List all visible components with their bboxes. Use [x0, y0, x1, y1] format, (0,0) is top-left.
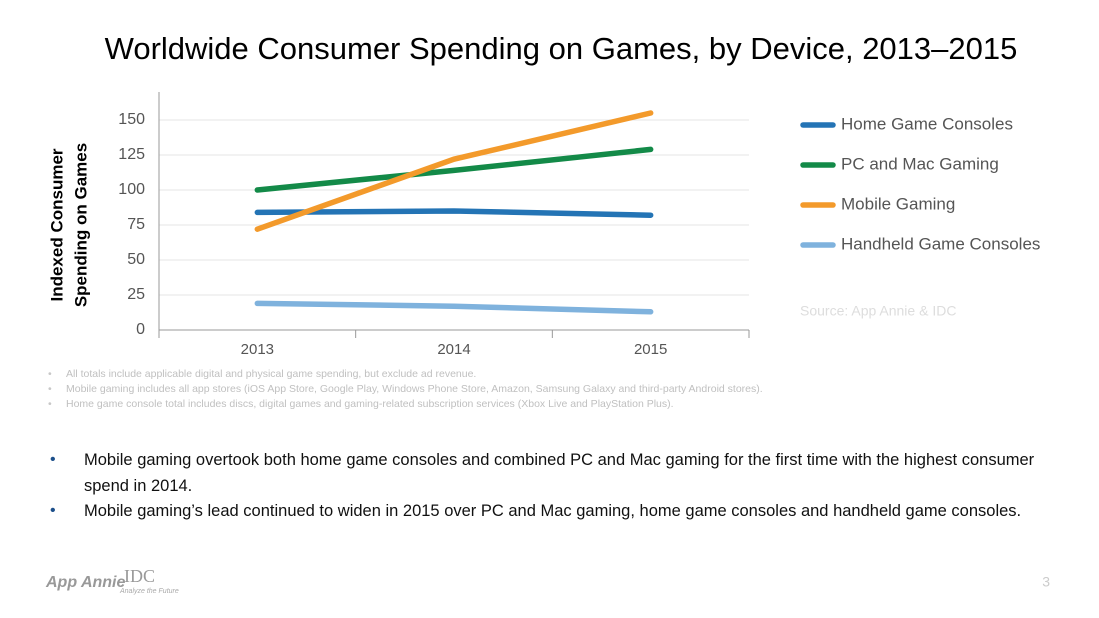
chart-title: Worldwide Consumer Spending on Games, by…: [105, 31, 1018, 66]
bullet: Mobile gaming overtook both home game co…: [84, 451, 1035, 495]
footnote-bullet: •: [48, 368, 52, 380]
footnote-bullet: •: [48, 383, 52, 395]
y-tick-label: 125: [118, 146, 145, 163]
logo-app-annie: App Annie: [45, 574, 126, 591]
x-tick-label: 2013: [241, 341, 274, 358]
y-axis-label: Indexed Consumer: [47, 148, 66, 301]
y-tick-label: 150: [118, 111, 145, 128]
legend-label: PC and Mac Gaming: [841, 154, 999, 173]
footnote: Mobile gaming includes all app stores (i…: [66, 383, 763, 395]
y-tick-label: 50: [127, 251, 145, 268]
footnote-bullet: •: [48, 398, 52, 410]
legend-label: Mobile Gaming: [841, 194, 955, 213]
legend-label: Home Game Consoles: [841, 114, 1013, 133]
y-tick-label: 100: [118, 181, 145, 198]
y-axis-label: Spending on Games: [71, 143, 90, 307]
legend-label: Handheld Game Consoles: [841, 234, 1040, 253]
series-line: [254, 300, 654, 315]
logo-idc: IDC: [124, 566, 155, 586]
y-tick-label: 25: [127, 286, 145, 303]
y-tick-label: 0: [136, 321, 145, 338]
bullet-marker: •: [50, 502, 56, 519]
bullet: Mobile gaming’s lead continued to widen …: [84, 502, 1022, 520]
series-line: [254, 208, 654, 218]
footnote: All totals include applicable digital an…: [66, 368, 476, 380]
series-line: [254, 146, 654, 193]
x-tick-label: 2015: [634, 341, 667, 358]
source: Source: App Annie & IDC: [800, 303, 956, 319]
series-line: [254, 110, 654, 232]
logo-idc-tagline: Analyze the Future: [119, 588, 179, 595]
page-number: 3: [1042, 574, 1050, 590]
bullet-marker: •: [50, 451, 56, 468]
x-tick-label: 2014: [437, 341, 470, 358]
y-tick-label: 75: [127, 216, 145, 233]
footnote: Home game console total includes discs, …: [66, 398, 674, 410]
